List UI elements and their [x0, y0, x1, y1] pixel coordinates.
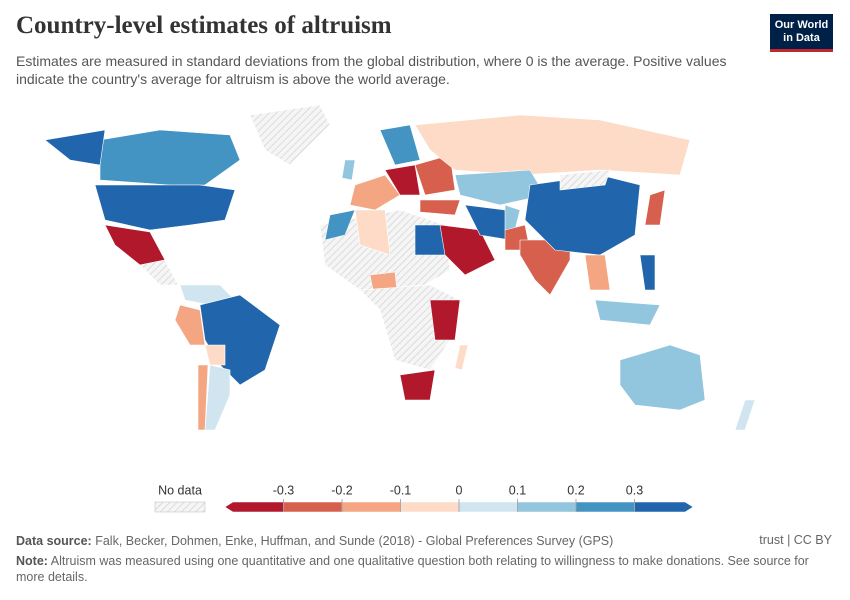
subtitle: Estimates are measured in standard devia…: [16, 53, 727, 87]
legend-tick-label: 0.1: [509, 483, 526, 497]
legend-tick-label: 0.2: [567, 483, 584, 497]
country-shape: [734, 399, 756, 431]
country-shape: [439, 224, 496, 276]
legend-bin: [400, 501, 460, 513]
country-shape: [94, 184, 236, 231]
legend-bin: [458, 501, 518, 513]
legend-tick-label: 0: [456, 483, 463, 497]
country-shape: [341, 159, 356, 181]
no-data-swatch: [154, 501, 206, 513]
country-shape: [584, 254, 611, 291]
country-shape: [644, 189, 666, 226]
country-shape: [454, 344, 469, 371]
country-shape: [44, 129, 106, 166]
legend-tick-label: -0.1: [390, 483, 412, 497]
country-shape: [324, 209, 356, 241]
legend-scale: -0.3 -0.2 -0.1 0 0.1 0.2 0.3: [224, 483, 694, 513]
country-shape: [619, 344, 706, 411]
country-shape: [104, 224, 166, 266]
license[interactable]: trust | CC BY: [759, 533, 832, 547]
note-text: Altruism was measured using one quantita…: [16, 554, 809, 584]
country-shape: [504, 204, 521, 231]
note: Note: Altruism was measured using one qu…: [16, 553, 816, 585]
no-data-label: No data: [158, 483, 202, 497]
country-shape: [379, 124, 421, 166]
logo[interactable]: Our World in Data: [770, 14, 833, 52]
legend-tick-label: 0.3: [626, 483, 643, 497]
source: Data source: Falk, Becker, Dohmen, Enke,…: [16, 533, 613, 549]
country-shape: [399, 369, 436, 401]
country-shape: [204, 364, 231, 431]
legend-bin: [224, 501, 284, 513]
country-shape: [414, 154, 456, 196]
source-text: Falk, Becker, Dohmen, Enke, Huffman, and…: [95, 534, 614, 548]
country-shape: [384, 164, 421, 196]
legend-bin: [283, 501, 343, 513]
note-label: Note:: [16, 554, 48, 568]
country-shape: [204, 344, 226, 366]
title: Country-level estimates of altruism: [16, 12, 392, 39]
country-shape: [414, 114, 691, 176]
country-shape: [594, 299, 661, 326]
source-label: Data source:: [16, 534, 92, 548]
land: [44, 104, 756, 431]
country-shape: [419, 199, 461, 216]
legend-bin: [517, 501, 577, 513]
country-shape: [559, 169, 611, 191]
country-shape: [639, 254, 656, 291]
country-shape: [99, 129, 241, 186]
country-shape: [349, 174, 401, 211]
legend-bin: [575, 501, 635, 513]
legend-tick-label: -0.3: [273, 483, 295, 497]
country-shape: [429, 299, 461, 341]
country-shape: [174, 304, 206, 346]
legend-tick-label: -0.2: [331, 483, 353, 497]
country-shape: [249, 104, 331, 166]
legend-bin: [634, 501, 694, 513]
country-shape: [139, 259, 179, 286]
legend-bin: [341, 501, 401, 513]
country-shape: [454, 169, 546, 206]
